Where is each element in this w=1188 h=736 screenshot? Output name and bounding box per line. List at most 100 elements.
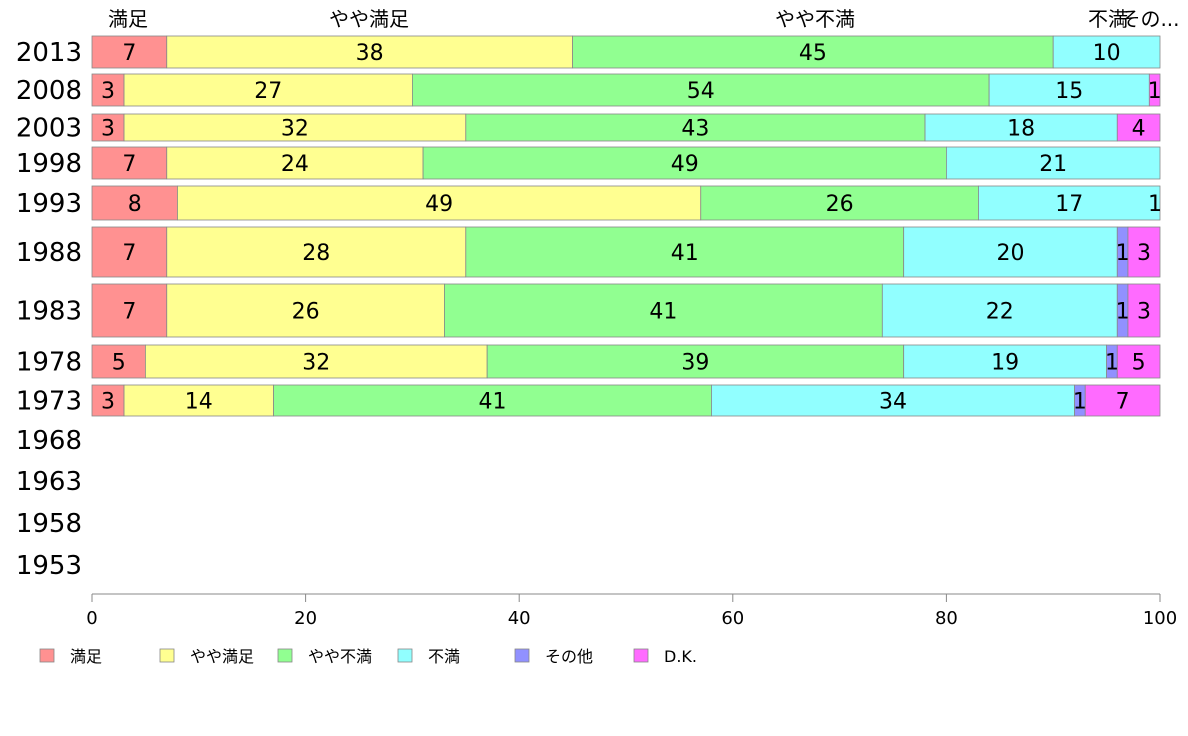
top-label-3: 不満 bbox=[1088, 7, 1128, 31]
data-label-1983-2: 41 bbox=[649, 300, 677, 325]
data-label-1998-2: 49 bbox=[671, 152, 699, 177]
bar-segment-1973-5 bbox=[1084, 384, 1161, 417]
year-label-1958: 1958 bbox=[16, 509, 82, 539]
bar-segment-1988-0 bbox=[91, 226, 168, 278]
bar-segment-1998-3 bbox=[946, 146, 1161, 180]
data-label-2003-2: 43 bbox=[681, 117, 709, 142]
data-label-1973-5: 7 bbox=[1116, 390, 1130, 415]
bar-segment-1983-2 bbox=[444, 283, 883, 338]
legend-swatch-4 bbox=[514, 648, 530, 663]
data-label-2003-0: 3 bbox=[101, 117, 115, 142]
data-label-1998-0: 7 bbox=[122, 152, 136, 177]
legend-swatch-1 bbox=[159, 648, 175, 663]
data-label-1978-0: 5 bbox=[112, 351, 126, 376]
data-label-2008-3: 15 bbox=[1055, 79, 1083, 104]
data-label-1973-0: 3 bbox=[101, 390, 115, 415]
x-tick-label-60: 60 bbox=[721, 608, 744, 629]
legend-label-3: 不満 bbox=[428, 647, 460, 666]
bar-segment-1988-1 bbox=[166, 226, 467, 278]
year-label-1983: 1983 bbox=[16, 297, 82, 327]
top-label-0: 満足 bbox=[108, 7, 148, 31]
legend-swatch-0 bbox=[39, 648, 55, 663]
data-label-2013-1: 38 bbox=[356, 41, 384, 66]
data-label-1988-5: 3 bbox=[1137, 241, 1151, 266]
bar-segment-2008-0 bbox=[91, 73, 125, 107]
bar-segment-1983-5 bbox=[1127, 283, 1161, 338]
data-label-2013-3: 10 bbox=[1093, 41, 1121, 66]
year-label-1978: 1978 bbox=[16, 348, 82, 378]
data-label-1973-1: 14 bbox=[185, 390, 213, 415]
data-label-1988-0: 7 bbox=[122, 241, 136, 266]
data-label-2013-0: 7 bbox=[122, 41, 136, 66]
bar-segment-2013-2 bbox=[572, 35, 1054, 69]
data-label-1983-4: 1 bbox=[1116, 300, 1130, 325]
bar-segment-1978-0 bbox=[91, 344, 146, 379]
bar-segment-1978-1 bbox=[144, 344, 488, 379]
data-label-1973-2: 41 bbox=[479, 390, 507, 415]
legend-swatch-3 bbox=[397, 648, 413, 663]
data-label-2008-0: 3 bbox=[101, 79, 115, 104]
year-label-1953: 1953 bbox=[16, 551, 82, 581]
top-label-2: やや不満 bbox=[775, 7, 855, 31]
data-label-1993-2: 26 bbox=[826, 192, 854, 217]
data-label-1978-3: 19 bbox=[991, 351, 1019, 376]
data-label-1993-3: 17 bbox=[1055, 192, 1083, 217]
data-label-2003-5: 4 bbox=[1132, 117, 1146, 142]
bar-segment-1998-0 bbox=[91, 146, 168, 180]
bar-segment-1993-3 bbox=[978, 185, 1161, 221]
legend-label-2: やや不満 bbox=[308, 647, 372, 666]
bar-segment-2003-2 bbox=[465, 113, 926, 142]
bar-segment-1973-1 bbox=[123, 384, 274, 417]
data-label-1998-1: 24 bbox=[281, 152, 309, 177]
data-label-2003-3: 18 bbox=[1007, 117, 1035, 142]
year-label-2003: 2003 bbox=[16, 114, 82, 144]
bar-segment-1998-2 bbox=[422, 146, 947, 180]
bar-segment-2008-3 bbox=[988, 73, 1150, 107]
year-label-1993: 1993 bbox=[16, 189, 82, 219]
data-label-1988-1: 28 bbox=[302, 241, 330, 266]
legend-label-0: 満足 bbox=[70, 647, 102, 666]
bar-segment-1993-0 bbox=[91, 185, 178, 221]
bar-segment-2008-2 bbox=[411, 73, 990, 107]
data-label-2013-2: 45 bbox=[799, 41, 827, 66]
bar-segment-2008-5 bbox=[1148, 73, 1161, 107]
top-label-1: やや満足 bbox=[329, 7, 409, 31]
year-label-2013: 2013 bbox=[16, 38, 82, 68]
data-label-1973-4: 1 bbox=[1073, 390, 1087, 415]
data-label-2008-2: 54 bbox=[687, 79, 715, 104]
data-label-2008-1: 27 bbox=[254, 79, 282, 104]
data-label-1978-2: 39 bbox=[681, 351, 709, 376]
data-label-1993-1: 49 bbox=[425, 192, 453, 217]
bar-segment-1993-1 bbox=[177, 185, 702, 221]
bar-segment-1978-5 bbox=[1116, 344, 1161, 379]
bar-segment-2008-1 bbox=[123, 73, 413, 107]
year-label-1998: 1998 bbox=[16, 149, 82, 179]
data-label-1983-5: 3 bbox=[1137, 300, 1151, 325]
x-tick-label-100: 100 bbox=[1143, 608, 1177, 629]
bar-segment-2003-5 bbox=[1116, 113, 1161, 142]
bar-segment-1978-3 bbox=[903, 344, 1107, 379]
legend-swatch-2 bbox=[277, 648, 293, 663]
bar-segment-1993-2 bbox=[700, 185, 979, 221]
year-label-1988: 1988 bbox=[16, 238, 82, 268]
data-label-2008-5: 1 bbox=[1148, 79, 1162, 104]
year-label-1973: 1973 bbox=[16, 387, 82, 417]
x-tick-label-0: 0 bbox=[86, 608, 97, 629]
legend-label-4: その他 bbox=[545, 647, 593, 666]
data-label-1983-3: 22 bbox=[986, 300, 1014, 325]
bar-segment-2013-0 bbox=[91, 35, 168, 69]
data-label-1983-0: 7 bbox=[122, 300, 136, 325]
bar-segment-2013-3 bbox=[1052, 35, 1161, 69]
year-label-1963: 1963 bbox=[16, 467, 82, 497]
legend-label-1: やや満足 bbox=[190, 647, 254, 666]
bar-segment-2003-1 bbox=[123, 113, 467, 142]
data-label-1978-1: 32 bbox=[302, 351, 330, 376]
data-label-1978-5: 5 bbox=[1132, 351, 1146, 376]
x-tick-label-40: 40 bbox=[508, 608, 531, 629]
bar-segment-1988-2 bbox=[465, 226, 905, 278]
data-label-1993-0: 8 bbox=[128, 192, 142, 217]
x-tick-label-80: 80 bbox=[935, 608, 958, 629]
data-label-1988-2: 41 bbox=[671, 241, 699, 266]
data-label-1993-5: 1 bbox=[1148, 192, 1162, 217]
